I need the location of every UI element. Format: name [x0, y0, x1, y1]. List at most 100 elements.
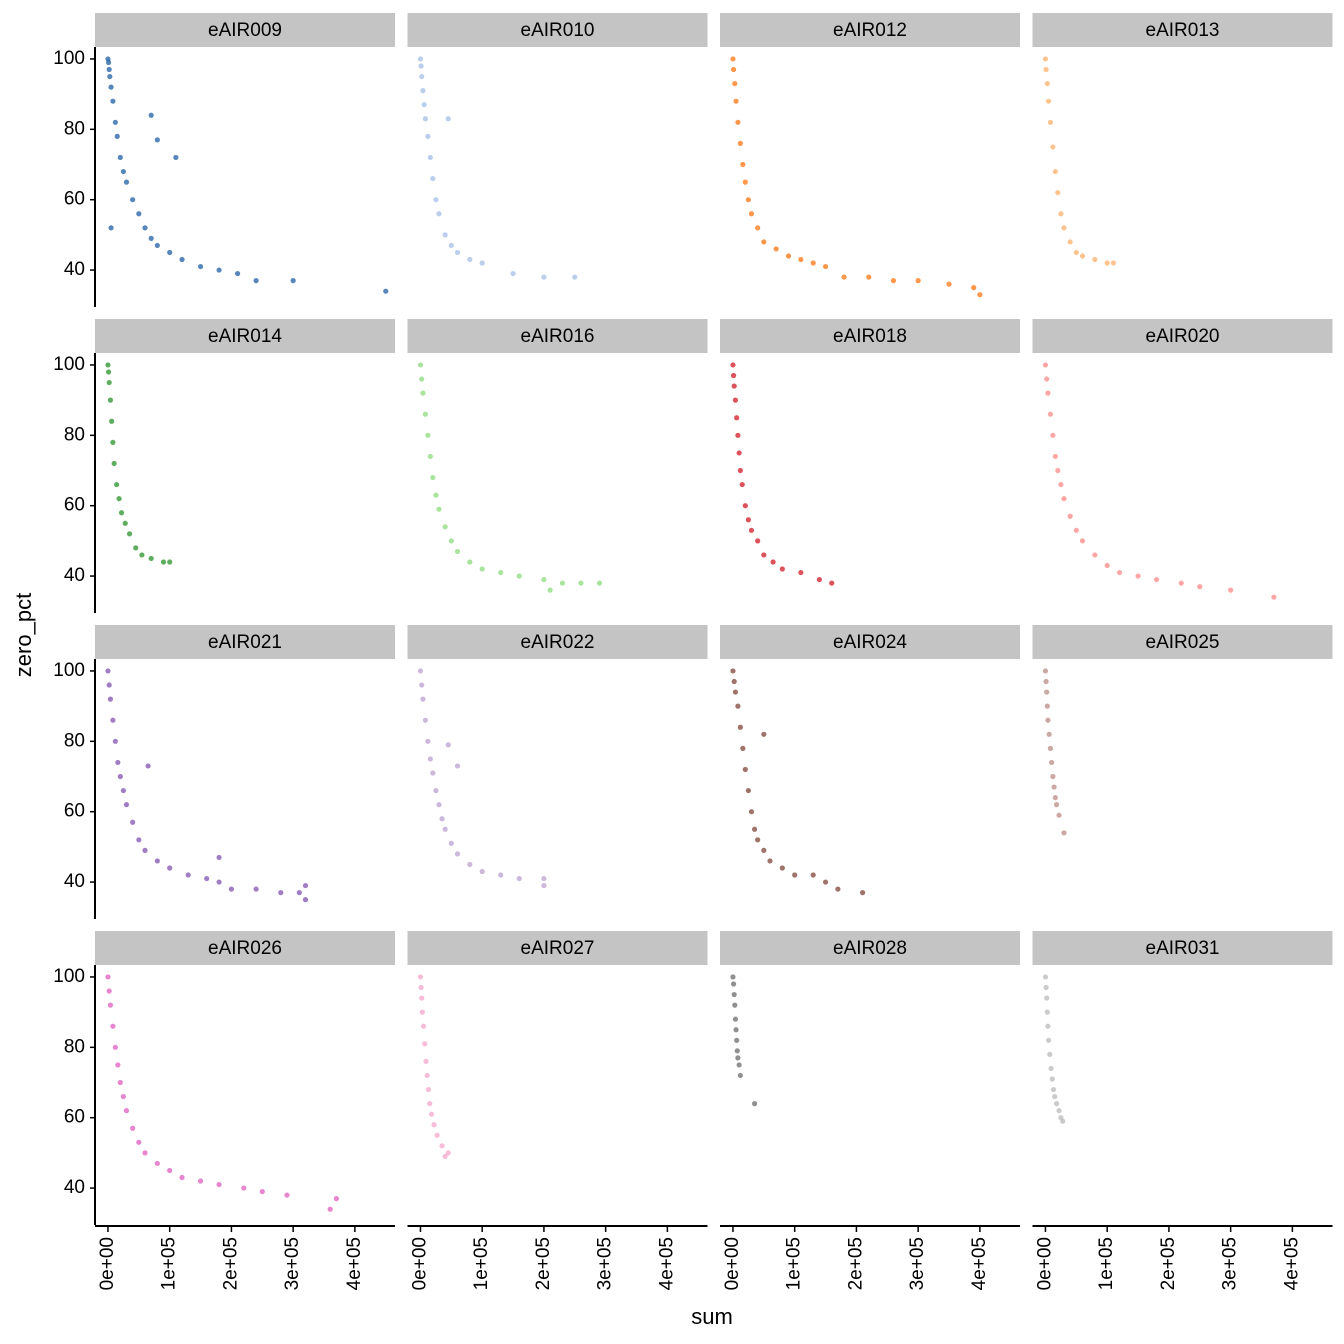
- point: [1052, 453, 1058, 460]
- point: [770, 559, 776, 565]
- point: [123, 802, 130, 808]
- point: [735, 1055, 741, 1061]
- point: [1228, 587, 1234, 593]
- point: [1073, 249, 1079, 256]
- point: [1055, 190, 1061, 196]
- point: [1049, 1076, 1055, 1082]
- facet-label: eAIR018: [833, 326, 907, 347]
- point: [418, 63, 424, 69]
- y-tick-label: 80: [64, 730, 85, 751]
- point: [1073, 527, 1079, 533]
- point: [454, 249, 461, 256]
- point: [761, 847, 767, 853]
- point: [1050, 773, 1056, 780]
- point: [1061, 225, 1067, 231]
- point: [761, 239, 767, 245]
- point: [130, 1125, 136, 1131]
- point: [733, 98, 739, 104]
- point: [1047, 119, 1054, 125]
- point: [120, 168, 126, 175]
- facet-label: eAIR021: [208, 632, 282, 653]
- point: [110, 717, 116, 723]
- point: [1047, 411, 1054, 417]
- point: [1056, 1108, 1062, 1114]
- point: [1053, 802, 1060, 808]
- facet-strip: [1032, 625, 1333, 659]
- y-tick-label: 40: [64, 565, 85, 586]
- point: [510, 270, 516, 277]
- point: [890, 278, 897, 284]
- x-tick-label: 4e+05: [1281, 1237, 1302, 1290]
- y-tick-label: 60: [64, 495, 85, 516]
- point: [454, 548, 461, 555]
- point: [120, 787, 126, 794]
- y-tick-label: 40: [64, 871, 85, 892]
- point: [1053, 1101, 1060, 1107]
- facet-strip: [720, 625, 1020, 659]
- point: [810, 872, 816, 878]
- y-tick-label: 60: [64, 189, 85, 210]
- point: [433, 492, 439, 498]
- x-tick-label: 0e+00: [97, 1237, 118, 1290]
- point: [1043, 984, 1049, 991]
- point: [1050, 1086, 1057, 1093]
- facet-label: eAIR009: [208, 20, 282, 41]
- point: [1067, 513, 1073, 519]
- point: [431, 1122, 437, 1128]
- point: [810, 260, 816, 266]
- point: [731, 991, 737, 998]
- point: [417, 668, 424, 674]
- point: [419, 376, 425, 382]
- facet-strip: [720, 931, 1020, 965]
- point: [417, 56, 424, 62]
- point: [136, 837, 142, 843]
- point: [946, 281, 952, 287]
- point: [448, 840, 454, 846]
- point: [1045, 717, 1051, 723]
- facet-label: eAIR031: [1146, 938, 1220, 959]
- point: [439, 816, 445, 822]
- y-tick-label: 100: [53, 48, 85, 69]
- facet-strip: [720, 319, 1020, 353]
- point: [1044, 80, 1050, 87]
- point: [1048, 1065, 1054, 1072]
- facet-label: eAIR026: [208, 938, 282, 959]
- point: [423, 1058, 429, 1065]
- point: [467, 256, 473, 263]
- point: [742, 503, 748, 509]
- y-tick-label: 100: [53, 354, 85, 375]
- point: [740, 161, 746, 168]
- point: [436, 802, 442, 808]
- point: [829, 580, 835, 586]
- point: [430, 175, 436, 182]
- point: [105, 59, 112, 66]
- point: [498, 872, 504, 878]
- point: [1044, 995, 1050, 1001]
- point: [107, 696, 114, 702]
- point: [420, 696, 426, 702]
- point: [798, 569, 804, 576]
- point: [755, 538, 761, 544]
- point: [1047, 1051, 1053, 1057]
- point: [427, 154, 433, 161]
- point: [327, 1206, 333, 1212]
- point: [110, 98, 116, 104]
- point: [479, 260, 485, 266]
- facet-label: eAIR013: [1146, 20, 1220, 41]
- point: [1197, 584, 1203, 590]
- y-tick-label: 100: [53, 966, 85, 987]
- facet-strip: [407, 931, 708, 965]
- point: [234, 270, 241, 277]
- x-tick-label: 2e+05: [220, 1237, 241, 1290]
- x-tick-label: 4e+05: [344, 1237, 365, 1290]
- point: [748, 527, 755, 533]
- point: [417, 362, 424, 368]
- point: [106, 66, 112, 73]
- x-tick-label: 1e+05: [1096, 1237, 1117, 1290]
- point: [419, 73, 425, 80]
- point: [185, 872, 191, 878]
- point: [479, 566, 485, 572]
- facet-label: eAIR012: [833, 20, 907, 41]
- point: [105, 974, 111, 980]
- point: [425, 1086, 432, 1093]
